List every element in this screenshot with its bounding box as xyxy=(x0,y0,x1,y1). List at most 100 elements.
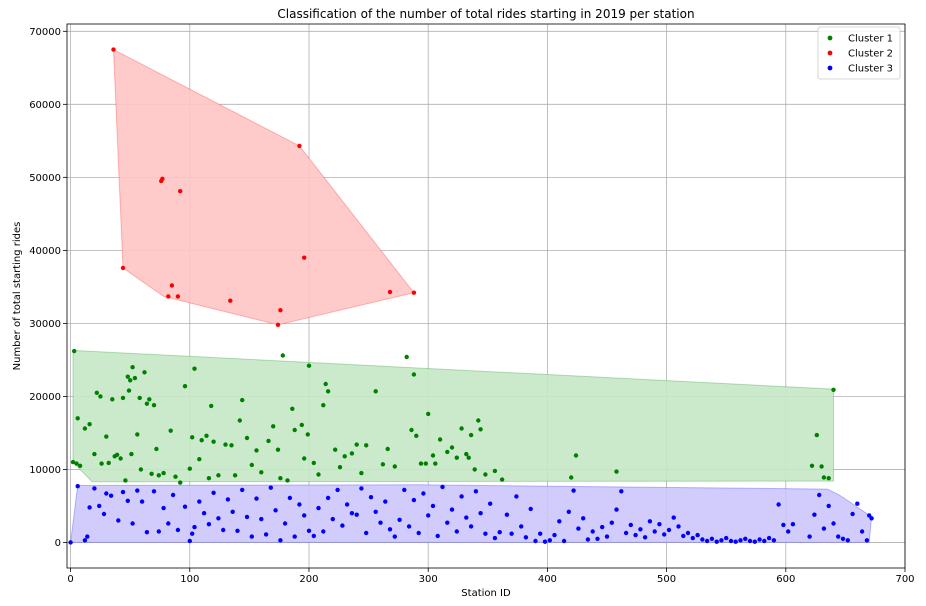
cluster-1-point xyxy=(70,459,76,465)
y-tick-label: 10000 xyxy=(29,465,61,476)
cluster-3-point xyxy=(695,532,700,538)
cluster-3-point xyxy=(187,538,192,544)
cluster-3-point xyxy=(497,530,502,535)
x-tick-label: 700 xyxy=(895,574,914,585)
cluster-3-point xyxy=(292,534,297,539)
cluster-3-point xyxy=(197,499,202,504)
cluster-2-point xyxy=(278,308,283,313)
cluster-1-point xyxy=(229,443,234,448)
cluster-1-point xyxy=(197,457,202,462)
cluster-1-point xyxy=(299,422,304,428)
cluster-1-point xyxy=(492,468,498,474)
cluster-1-point xyxy=(72,348,77,354)
cluster-1-point xyxy=(478,427,483,432)
cluster-2-point xyxy=(166,294,171,299)
cluster-3-point xyxy=(435,533,440,539)
cluster-3-point xyxy=(807,534,812,539)
cluster-3-point xyxy=(268,485,273,490)
cluster-3-point xyxy=(552,532,557,538)
cluster-1-point xyxy=(249,462,254,468)
cluster-3-point xyxy=(359,486,364,491)
cluster-1-point xyxy=(74,461,79,466)
cluster-1-point xyxy=(476,418,481,423)
cluster-3-point xyxy=(278,538,283,543)
cluster-3-point xyxy=(831,521,836,526)
cluster-3-point xyxy=(368,495,374,500)
cluster-1-point xyxy=(87,422,92,427)
cluster-3-point xyxy=(302,513,307,518)
cluster-1-point xyxy=(126,388,132,393)
cluster-3-point xyxy=(287,495,293,501)
cluster-1-point xyxy=(266,438,271,444)
cluster-1-point xyxy=(190,435,195,440)
cluster-1-point xyxy=(138,467,144,472)
cluster-3-point xyxy=(130,521,135,526)
cluster-1-point xyxy=(466,455,471,460)
cluster-1-point xyxy=(104,434,109,439)
cluster-3-point xyxy=(473,489,479,494)
cluster-3-point xyxy=(92,486,97,491)
cluster-3-point xyxy=(235,528,240,533)
cluster-3-point xyxy=(273,508,278,513)
cluster-3-point xyxy=(468,524,474,529)
legend-label: Cluster 3 xyxy=(848,64,893,75)
cluster-1-point xyxy=(364,443,369,448)
cluster-3-point xyxy=(662,532,667,537)
cluster-1-point xyxy=(254,448,259,453)
cluster-1-point xyxy=(321,403,326,408)
cluster-3-point xyxy=(821,526,827,531)
cluster-1-point xyxy=(192,366,197,371)
cluster-3-point xyxy=(344,502,350,507)
cluster-3-point xyxy=(244,514,250,520)
cluster-3-point xyxy=(657,522,662,527)
cluster-1-point xyxy=(392,464,397,469)
cluster-3-point xyxy=(812,512,817,517)
legend-marker xyxy=(827,65,833,71)
cluster-1-point xyxy=(199,438,204,443)
cluster-2-point xyxy=(169,283,175,288)
cluster-3-point xyxy=(316,505,321,511)
cluster-3-point xyxy=(652,529,657,534)
cluster-3-point xyxy=(571,488,576,493)
cluster-3-point xyxy=(614,507,619,512)
cluster-3-point xyxy=(144,530,150,535)
cluster-1-point xyxy=(223,442,228,447)
legend-marker xyxy=(827,50,833,56)
cluster-3-point xyxy=(161,505,166,511)
cluster-2-point xyxy=(160,176,165,181)
y-tick-label: 0 xyxy=(55,538,61,549)
cluster-1-point xyxy=(826,476,831,481)
cluster-1-point xyxy=(209,403,214,409)
cluster-3-point xyxy=(75,484,80,489)
cluster-2-point xyxy=(111,47,116,52)
cluster-1-point xyxy=(373,389,378,394)
cluster-3-point xyxy=(406,524,412,529)
data-points xyxy=(68,47,874,545)
cluster-3-point xyxy=(321,529,326,534)
cluster-1-point xyxy=(290,406,295,411)
x-tick-label: 500 xyxy=(657,574,676,585)
cluster-3-point xyxy=(483,531,488,536)
cluster-1-point xyxy=(142,370,147,375)
cluster-3-point xyxy=(354,512,359,517)
cluster-3-point xyxy=(743,536,748,541)
y-tick-label: 70000 xyxy=(29,27,61,38)
cluster-1-point xyxy=(120,395,126,401)
cluster-1-point xyxy=(130,365,135,370)
y-tick-label: 50000 xyxy=(29,173,61,184)
cluster-2-point xyxy=(387,289,393,295)
cluster-1-point xyxy=(206,476,212,481)
cluster-3-point xyxy=(139,499,145,504)
cluster-1-point xyxy=(333,447,338,452)
cluster-1-point xyxy=(305,432,310,437)
cluster-1-point xyxy=(244,435,250,441)
cluster-1-point xyxy=(831,387,836,392)
cluster-3-point xyxy=(566,509,571,514)
x-tick-label: 600 xyxy=(776,574,795,585)
x-tick-label: 0 xyxy=(67,574,73,585)
cluster-3-point xyxy=(156,529,161,534)
cluster-1-point xyxy=(354,442,359,447)
cluster-3-point xyxy=(836,534,841,539)
cluster-hulls xyxy=(70,48,873,543)
cluster-3-point xyxy=(120,489,126,495)
